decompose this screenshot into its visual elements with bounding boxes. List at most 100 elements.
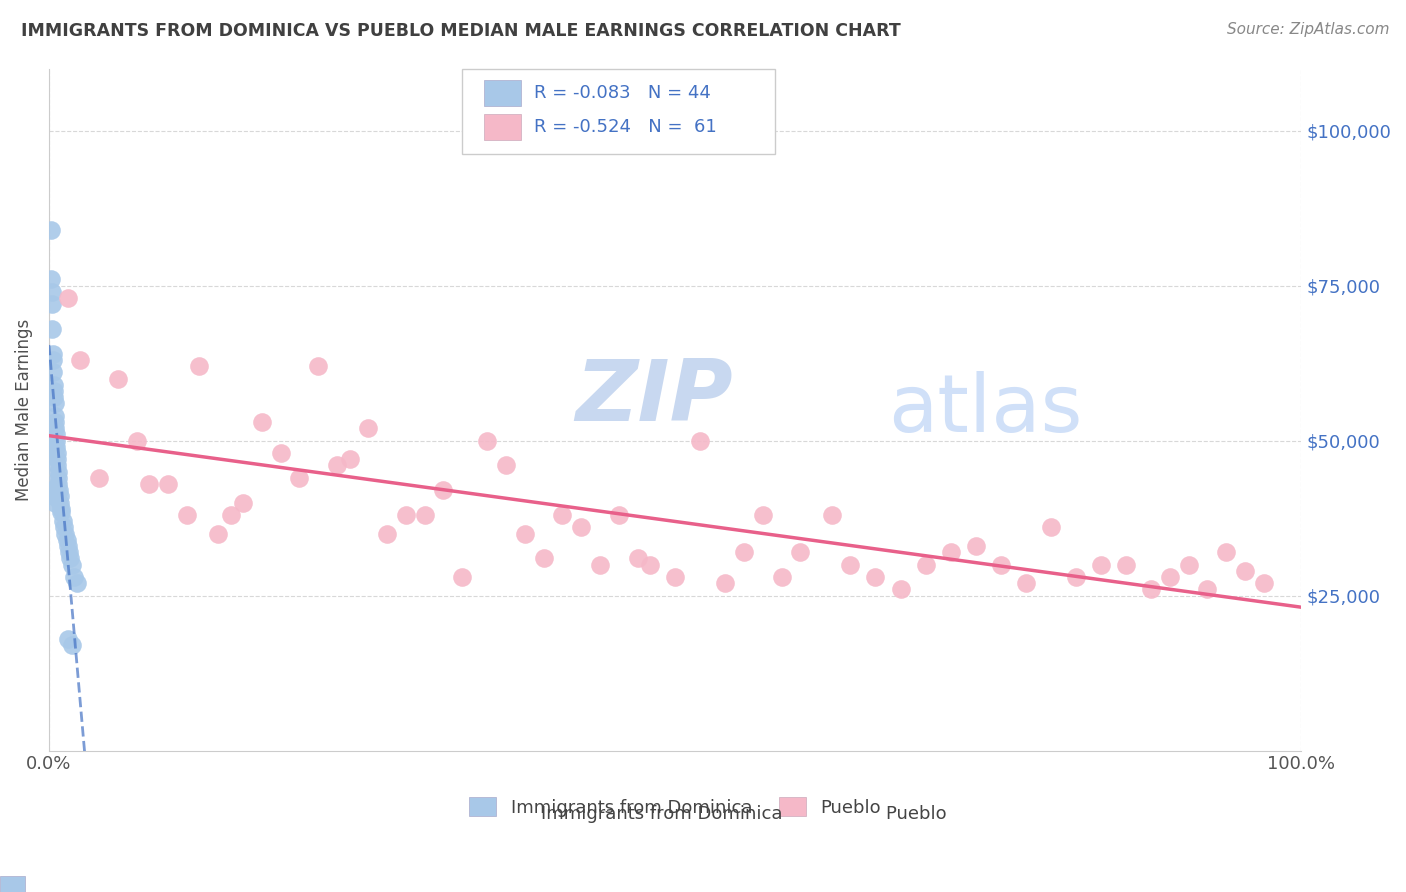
Point [53, 520, 76, 534]
Point [138, 477, 160, 491]
Point [770, 570, 793, 584]
Point [219, 508, 242, 522]
Point [551, 508, 574, 522]
FancyBboxPatch shape [463, 69, 775, 153]
Point [45, 446, 67, 460]
Point [44, 421, 66, 435]
Point [607, 508, 630, 522]
Point [44, 415, 66, 429]
Point [49, 501, 72, 516]
Point [41, 483, 63, 497]
Point [395, 508, 418, 522]
Point [41, 297, 63, 311]
Point [1197, 582, 1219, 597]
Point [44, 495, 66, 509]
Point [56, 632, 79, 646]
Point [664, 570, 686, 584]
Point [46, 452, 69, 467]
Point [45, 440, 67, 454]
Point [60, 558, 83, 572]
Point [339, 452, 361, 467]
Point [49, 495, 72, 509]
Point [63, 570, 86, 584]
Point [589, 558, 612, 572]
Point [865, 570, 887, 584]
Point [107, 371, 129, 385]
Point [965, 539, 987, 553]
Point [689, 434, 711, 448]
Point [413, 508, 436, 522]
Text: R = -0.083   N = 44: R = -0.083 N = 44 [534, 84, 710, 102]
Point [638, 558, 661, 572]
Y-axis label: Median Male Earnings: Median Male Earnings [15, 318, 32, 500]
Point [53, 526, 76, 541]
Point [48, 477, 70, 491]
Point [914, 558, 936, 572]
Point [432, 483, 454, 497]
Point [176, 508, 198, 522]
Text: Source: ZipAtlas.com: Source: ZipAtlas.com [1226, 22, 1389, 37]
Text: R = -0.524   N =  61: R = -0.524 N = 61 [534, 118, 717, 136]
Point [495, 458, 517, 473]
Point [156, 477, 179, 491]
Point [46, 465, 69, 479]
Point [42, 365, 65, 379]
Point [375, 526, 398, 541]
Point [889, 582, 911, 597]
Point [44, 396, 66, 410]
Point [533, 551, 555, 566]
Point [1039, 520, 1062, 534]
Point [990, 558, 1012, 572]
Point [41, 285, 63, 299]
Point [46, 458, 69, 473]
Text: IMMIGRANTS FROM DOMINICA VS PUEBLO MEDIAN MALE EARNINGS CORRELATION CHART: IMMIGRANTS FROM DOMINICA VS PUEBLO MEDIA… [21, 22, 901, 40]
Point [451, 570, 474, 584]
Point [1015, 576, 1038, 591]
Point [1159, 570, 1181, 584]
Point [939, 545, 962, 559]
Point [307, 359, 329, 373]
Point [45, 427, 67, 442]
Point [821, 508, 844, 522]
FancyBboxPatch shape [484, 80, 522, 106]
Legend: Immigrants from Dominica, Pueblo: Immigrants from Dominica, Pueblo [470, 797, 882, 816]
Point [326, 458, 349, 473]
Point [39, 223, 62, 237]
Point [1253, 576, 1275, 591]
Point [125, 434, 148, 448]
Point [42, 347, 65, 361]
Point [232, 495, 254, 509]
Point [51, 505, 73, 519]
Point [288, 471, 311, 485]
Text: atlas: atlas [889, 370, 1083, 449]
Point [69, 353, 91, 368]
Point [839, 558, 862, 572]
Point [1115, 558, 1137, 572]
Point [59, 551, 82, 566]
Point [477, 434, 499, 448]
Point [58, 545, 80, 559]
Point [39, 272, 62, 286]
Point [1064, 570, 1087, 584]
Point [56, 539, 79, 553]
Point [357, 421, 380, 435]
Point [87, 471, 110, 485]
Point [789, 545, 811, 559]
Point [60, 638, 83, 652]
Point [513, 526, 536, 541]
Point [270, 446, 292, 460]
Point [1215, 545, 1237, 559]
Point [52, 514, 75, 528]
Point [250, 415, 273, 429]
Point [46, 471, 69, 485]
FancyBboxPatch shape [484, 114, 522, 140]
Point [1177, 558, 1199, 572]
Point [56, 291, 79, 305]
Point [1140, 582, 1163, 597]
Point [752, 508, 775, 522]
Point [42, 489, 65, 503]
Point [48, 489, 70, 503]
Point [41, 322, 63, 336]
Point [45, 434, 67, 448]
Point [188, 359, 211, 373]
